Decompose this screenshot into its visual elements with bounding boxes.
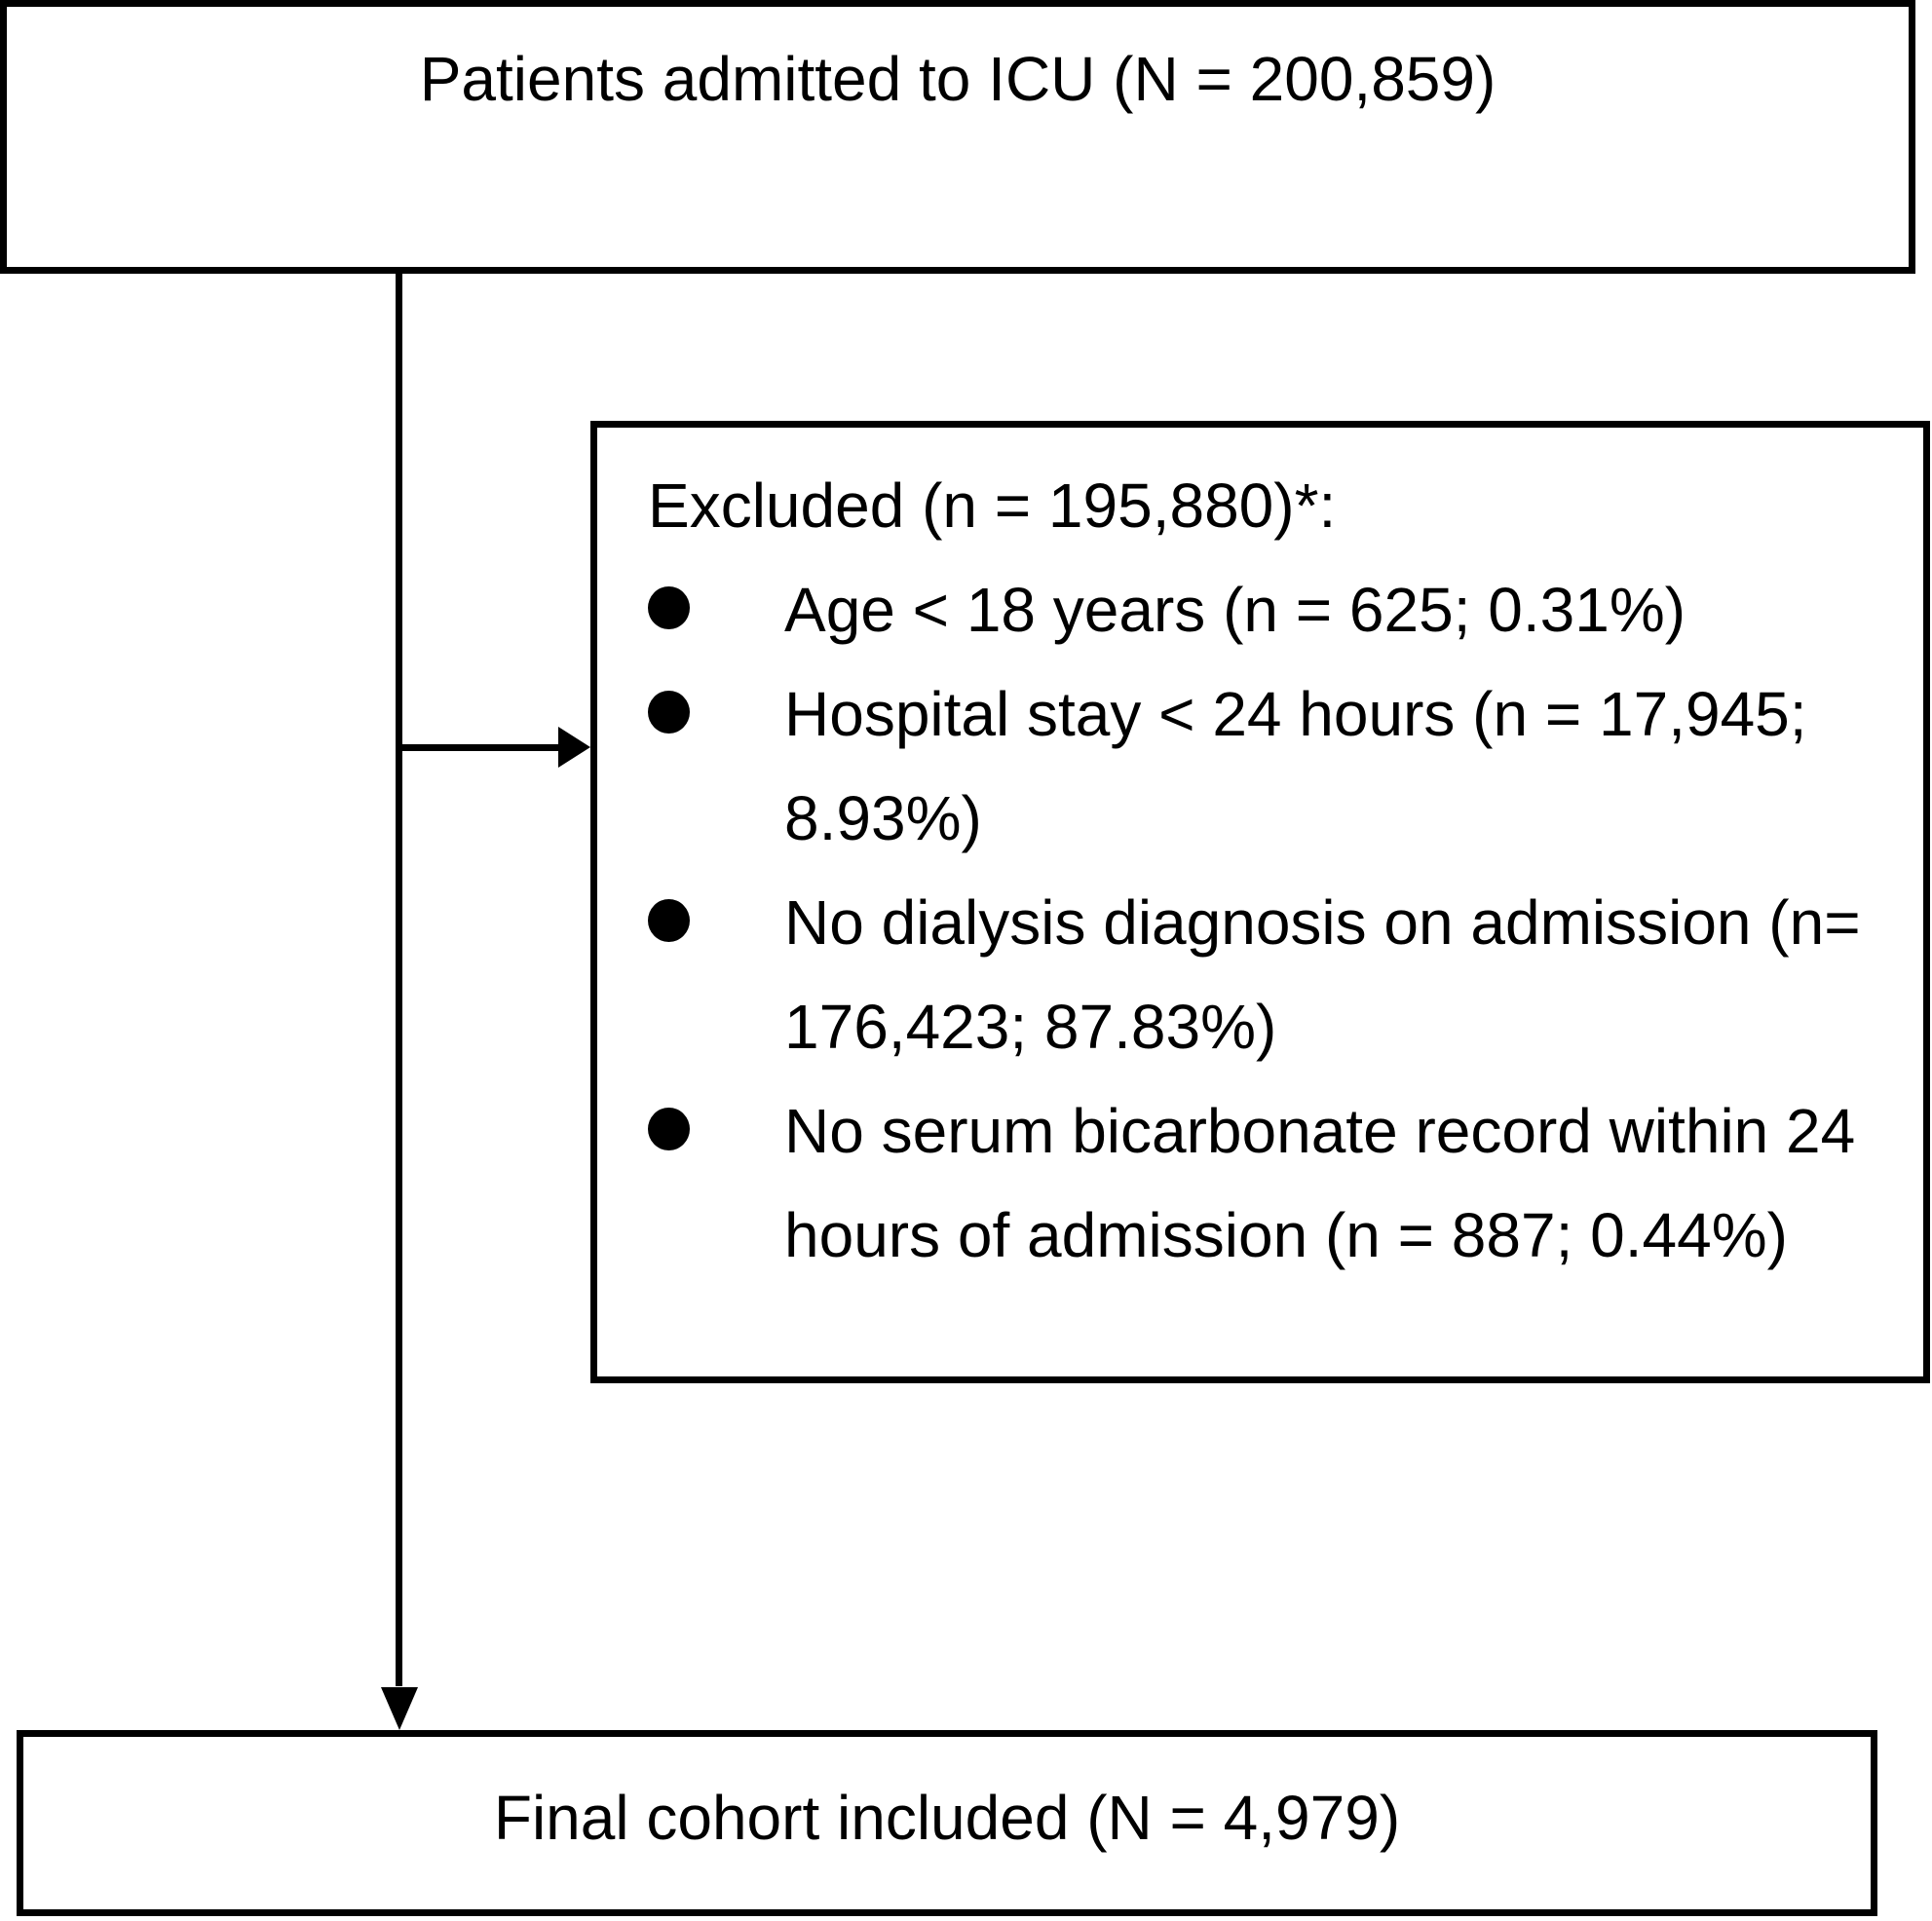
arrowhead-right-icon: [558, 727, 590, 768]
excluded-item-age: Age < 18 years (n = 625; 0.31%): [648, 558, 1909, 662]
excluded-item-line: 8.93%): [784, 783, 982, 853]
final-cohort-box: Final cohort included (N = 4,979): [17, 1730, 1877, 1916]
icu-admissions-label: Patients admitted to ICU (N = 200,859): [419, 44, 1496, 114]
arrowhead-down-icon: [381, 1687, 418, 1730]
excluded-item-line: Age < 18 years (n = 625; 0.31%): [784, 575, 1686, 645]
bullet-icon: [648, 1108, 690, 1150]
final-cohort-label: Final cohort included (N = 4,979): [493, 1783, 1401, 1853]
excluded-box: Excluded (n = 195,880)*: Age < 18 years …: [590, 421, 1930, 1383]
excluded-item-line: Hospital stay < 24 hours (n = 17,945;: [784, 679, 1807, 749]
icu-admissions-box: Patients admitted to ICU (N = 200,859): [0, 0, 1915, 274]
bullet-icon: [648, 691, 690, 734]
excluded-item-no-bicarbonate: No serum bicarbonate record within 24 ho…: [648, 1079, 1909, 1288]
excluded-item-hospital-stay: Hospital stay < 24 hours (n = 17,945; 8.…: [648, 662, 1909, 871]
excluded-item-line: No serum bicarbonate record within 24: [784, 1096, 1856, 1166]
excluded-item-line: 176,423; 87.83%): [784, 992, 1277, 1062]
excluded-item-line: hours of admission (n = 887; 0.44%): [784, 1200, 1788, 1270]
excluded-title: Excluded (n = 195,880)*:: [648, 471, 1337, 541]
bullet-icon: [648, 586, 690, 629]
flow-arrow-down-line: [396, 274, 402, 1686]
excluded-item-line: No dialysis diagnosis on admission (n=: [784, 887, 1861, 958]
bullet-icon: [648, 899, 690, 942]
flow-arrow-right-line: [396, 744, 559, 751]
excluded-item-no-dialysis: No dialysis diagnosis on admission (n= 1…: [648, 871, 1909, 1079]
